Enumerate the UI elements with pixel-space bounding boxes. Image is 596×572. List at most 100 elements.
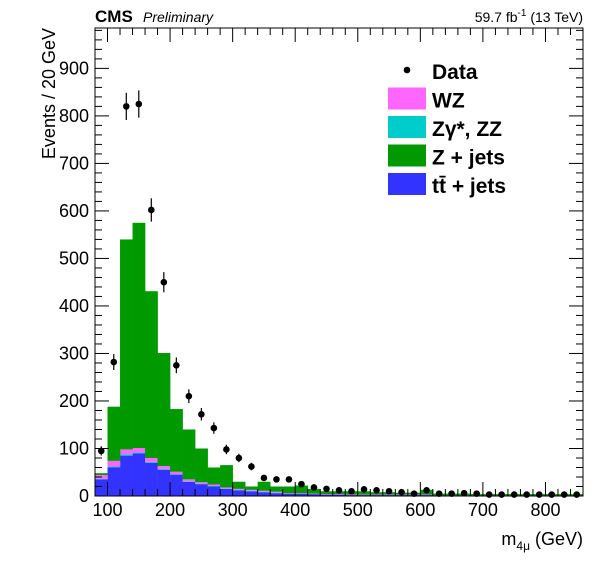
bar-z-zz-3 [132, 452, 146, 454]
lumi-exponent: -1 [518, 8, 527, 19]
data-marker [360, 486, 368, 493]
lumi-label: 59.7 fb-1 (13 TeV) [475, 8, 583, 25]
data-point-3 [135, 90, 143, 118]
y-tick-label-800: 800 [59, 106, 89, 126]
data-point-10 [223, 444, 230, 455]
data-point-25 [410, 490, 418, 497]
data-marker [135, 100, 143, 108]
y-tick-label-200: 200 [59, 391, 89, 411]
data-point-35 [535, 491, 543, 498]
data-marker [173, 362, 180, 369]
data-point-6 [173, 357, 180, 374]
x-axis-label: m4μ (GeV) [501, 529, 583, 553]
data-point-20 [348, 487, 355, 495]
data-point-27 [435, 490, 443, 497]
bar-z-jets-15 [282, 486, 296, 494]
y-tick-label-100: 100 [59, 438, 89, 458]
bar-tt-jets-10 [220, 488, 233, 496]
x-tick-label-300: 300 [218, 500, 248, 520]
data-marker [223, 446, 230, 453]
data-marker [185, 392, 193, 400]
bar-tt-jets-9 [207, 486, 221, 496]
data-point-17 [310, 484, 318, 491]
bar-tt-jets-7 [182, 481, 196, 496]
data-marker [498, 491, 505, 498]
bar-tt-jets-0 [95, 479, 108, 496]
x-tick-label-400: 400 [280, 500, 310, 520]
data-marker [110, 358, 118, 366]
bar-tt-jets-1 [107, 467, 121, 496]
legend-label: Zγ*, ZZ [432, 118, 502, 141]
data-marker [310, 484, 318, 491]
bar-tt-jets-13 [257, 492, 271, 496]
y-tick-label-0: 0 [79, 486, 89, 506]
data-marker [460, 489, 468, 497]
bar-z-jets-4 [145, 291, 158, 458]
data-marker [373, 486, 380, 494]
legend-entry-tt-jets: tt̄ + jets [388, 173, 506, 198]
legend-swatch [388, 173, 426, 195]
data-point-21 [360, 486, 368, 493]
legend-entry-wz: WZ [388, 87, 465, 113]
data-point-37 [560, 491, 568, 498]
bar-tt-jets-16 [295, 493, 309, 496]
bar-z-zz-4 [145, 461, 158, 463]
data-point-26 [423, 486, 430, 494]
data-marker [122, 103, 130, 110]
bar-wz-11 [232, 488, 246, 490]
bar-z-jets-7 [182, 429, 196, 480]
data-point-15 [285, 476, 293, 483]
data-marker [260, 474, 268, 482]
data-marker [485, 491, 493, 498]
data-point-29 [460, 489, 468, 497]
bar-wz-2 [120, 449, 133, 455]
y-tick-label-400: 400 [59, 296, 89, 316]
bar-tt-jets-12 [245, 491, 258, 496]
data-marker [160, 278, 168, 286]
x-tick-label-200: 200 [155, 500, 185, 520]
bar-z-jets-12 [245, 486, 258, 490]
data-marker [473, 490, 480, 497]
data-marker [560, 491, 568, 498]
bar-z-jets-11 [232, 481, 246, 489]
bar-tt-jets-4 [145, 462, 158, 496]
data-marker [385, 487, 393, 495]
data-point-7 [185, 389, 193, 404]
data-marker [435, 490, 443, 497]
data-point-4 [148, 198, 155, 222]
data-point-19 [335, 486, 343, 494]
data-point-36 [548, 491, 556, 498]
cms-label: CMS [95, 7, 133, 26]
data-marker [198, 410, 205, 418]
bar-wz-6 [170, 471, 183, 475]
x-axis-label-sub: 4μ [516, 539, 530, 553]
data-point-13 [260, 474, 268, 482]
data-point-28 [448, 490, 455, 497]
data-marker [548, 491, 556, 498]
y-tick-label-700: 700 [59, 153, 89, 173]
lumi-value: 59.7 fb [475, 9, 518, 25]
legend-label: Z + jets [432, 147, 505, 170]
bar-tt-jets-14 [270, 493, 283, 496]
x-tick-label-700: 700 [468, 500, 498, 520]
data-marker [523, 491, 530, 498]
bar-z-jets-0 [95, 473, 108, 476]
bar-z-jets-16 [295, 485, 309, 494]
bar-wz-14 [270, 491, 283, 493]
legend-label: WZ [432, 90, 465, 113]
bar-z-jets-21 [357, 491, 371, 495]
bar-tt-jets-5 [157, 469, 171, 496]
x-tick-label-600: 600 [405, 500, 435, 520]
x-tick-label-100: 100 [92, 500, 122, 520]
bar-z-jets-1 [107, 406, 121, 461]
bar-wz-12 [245, 489, 258, 491]
data-point-24 [398, 488, 405, 496]
data-marker [323, 485, 330, 493]
legend-swatch [388, 87, 426, 110]
legend-marker [403, 66, 411, 74]
data-point-11 [235, 453, 243, 463]
data-point-22 [373, 486, 380, 494]
legend: Data WZ Zγ*, ZZ Z + jets tt̄ + jets [388, 61, 506, 198]
bar-z-jets-14 [270, 486, 283, 492]
